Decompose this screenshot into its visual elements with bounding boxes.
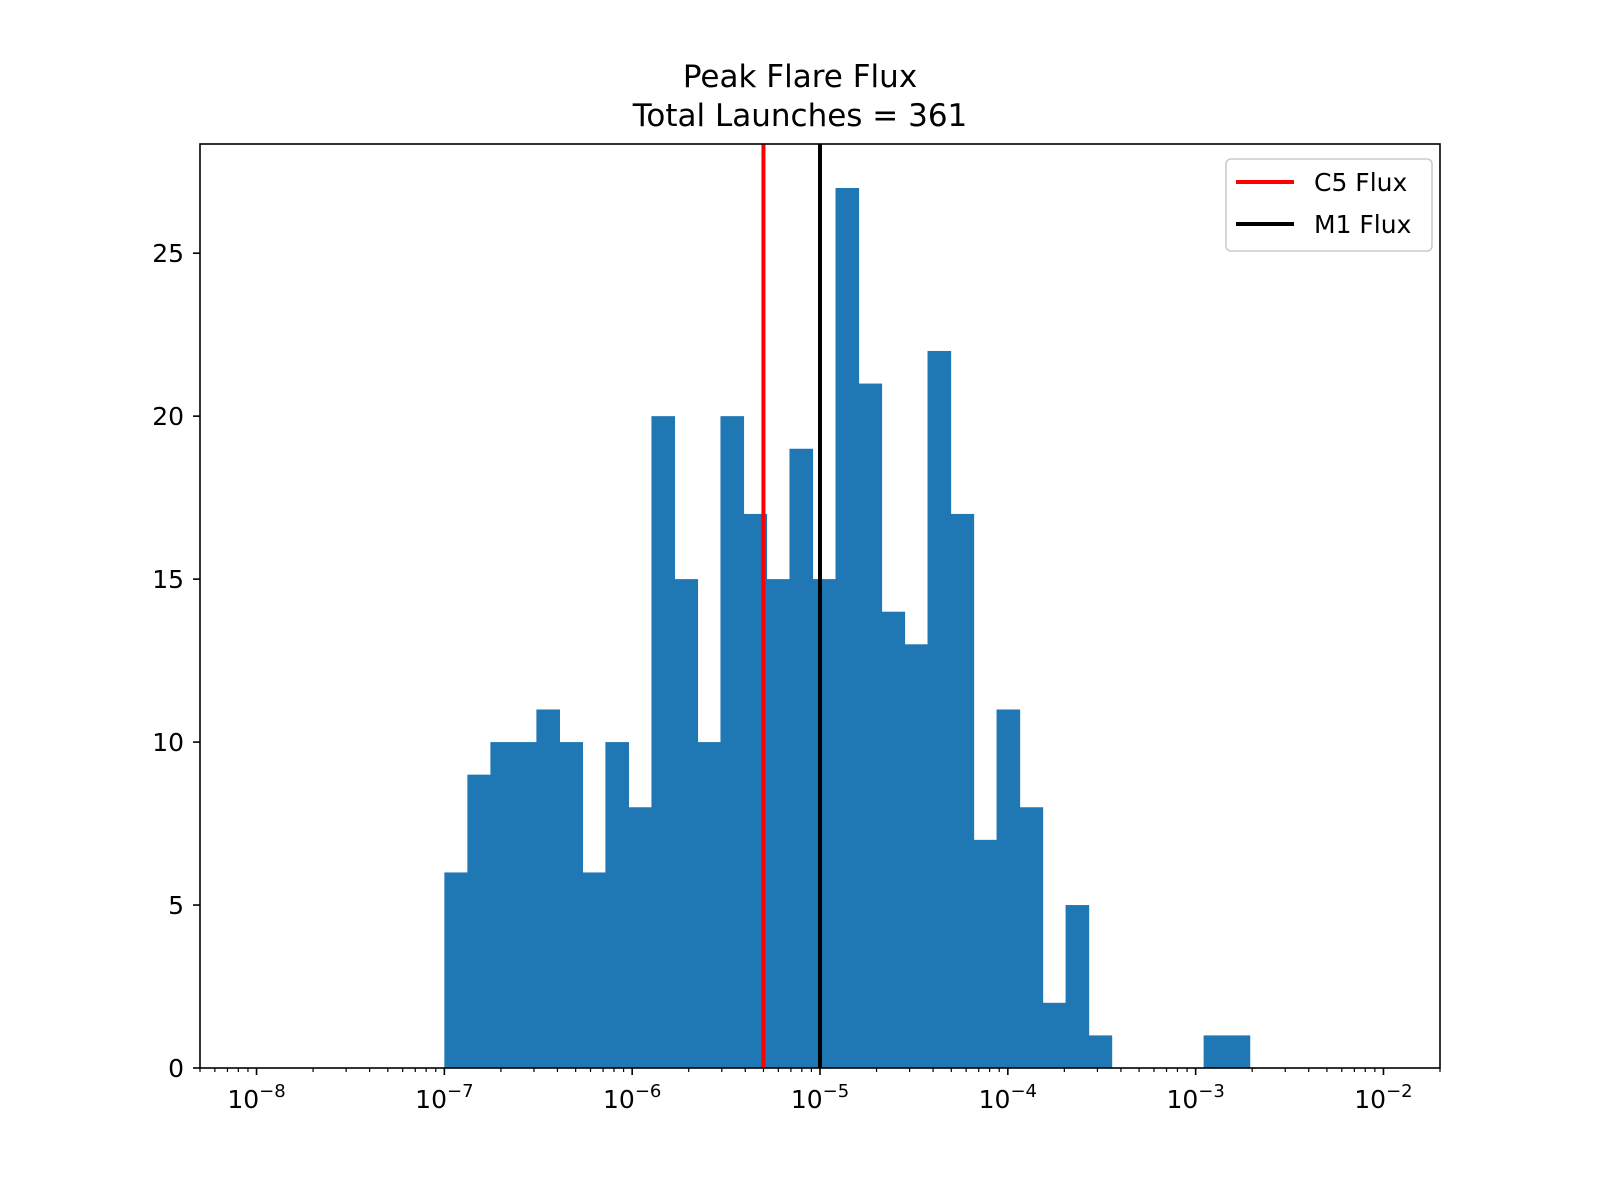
histogram-bar	[950, 513, 975, 1068]
x-axis: 10−8 10−7 10−6 10−5 10−4 10−3 10−2	[199, 1068, 1441, 1114]
histogram-bar	[973, 839, 998, 1068]
histogram-bar	[927, 350, 952, 1069]
histogram-bar	[674, 579, 699, 1068]
x-tick-label: 10−7	[415, 1081, 473, 1114]
y-tick-label: 0	[168, 1054, 184, 1083]
histogram-bar	[1042, 1002, 1067, 1068]
y-tick-label: 5	[168, 891, 184, 920]
histogram-bar	[559, 742, 584, 1068]
chart-subtitle: Total Launches = 361	[632, 98, 968, 134]
x-tick-label: 10−8	[227, 1081, 285, 1114]
histogram-bar	[536, 709, 560, 1068]
histogram-bar	[996, 709, 1021, 1068]
y-tick-label: 25	[152, 239, 184, 268]
x-tick-label: 10−3	[1166, 1081, 1224, 1114]
bars-group	[444, 188, 1251, 1069]
histogram-bar	[743, 513, 768, 1068]
histogram-bar	[1203, 1035, 1228, 1068]
y-tick-label: 10	[152, 728, 184, 757]
histogram-bar	[720, 416, 745, 1068]
histogram-bar	[789, 448, 814, 1068]
legend-label: C5 Flux	[1314, 168, 1407, 197]
histogram-bar	[1019, 807, 1044, 1068]
legend: C5 Flux M1 Flux	[1225, 158, 1433, 252]
histogram-bar	[444, 872, 468, 1068]
reference-lines-group	[761, 144, 822, 1068]
histogram-bar	[605, 742, 630, 1068]
chart-title: Peak Flare Flux	[683, 59, 917, 95]
histogram-bar	[651, 416, 676, 1068]
histogram-bar	[904, 644, 929, 1068]
histogram-bar	[513, 742, 537, 1068]
histogram-bar	[812, 579, 837, 1068]
x-tick-label: 10−2	[1354, 1081, 1412, 1114]
x-tick-label: 10−4	[979, 1081, 1037, 1114]
x-tick-label: 10−5	[791, 1081, 849, 1114]
histogram-bar	[1226, 1035, 1251, 1068]
histogram-bar	[881, 611, 906, 1068]
histogram-bar	[697, 742, 722, 1068]
histogram-bar	[467, 774, 491, 1068]
x-tick-label: 10−6	[603, 1081, 661, 1114]
histogram-bar	[1065, 905, 1090, 1068]
y-tick-label: 15	[152, 565, 184, 594]
histogram-bar	[582, 872, 607, 1068]
histogram-bar	[858, 383, 883, 1068]
histogram-bar	[628, 807, 653, 1068]
y-tick-label: 20	[152, 402, 184, 431]
histogram-bar	[1088, 1035, 1113, 1068]
legend-label: M1 Flux	[1314, 210, 1411, 239]
histogram-bar	[766, 579, 791, 1068]
histogram-bar	[490, 742, 514, 1068]
histogram-bar	[835, 188, 860, 1068]
y-axis: 0 5 10 15 20 25	[152, 239, 200, 1083]
